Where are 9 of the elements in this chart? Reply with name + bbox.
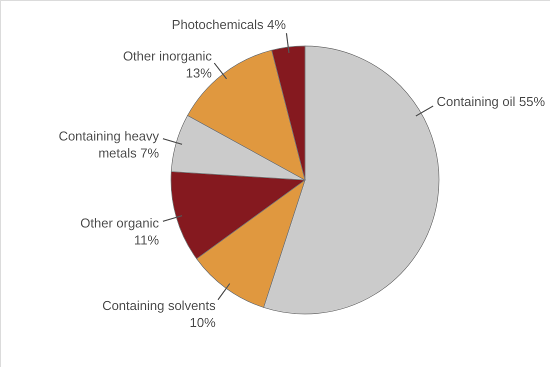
slice-label: Photochemicals 4% [172,17,286,32]
slice-label: Containing oil 55% [436,94,546,109]
slice-label: Containing solvents [102,298,216,314]
slice-label: Other inorganic [122,48,212,64]
slice-label: Containing heavy metals 7% [58,128,160,160]
data-label: 11% [134,232,160,248]
slice-label: Other organic [80,216,160,231]
data-label: 13% [186,66,212,81]
data-label: 10% [190,315,216,330]
